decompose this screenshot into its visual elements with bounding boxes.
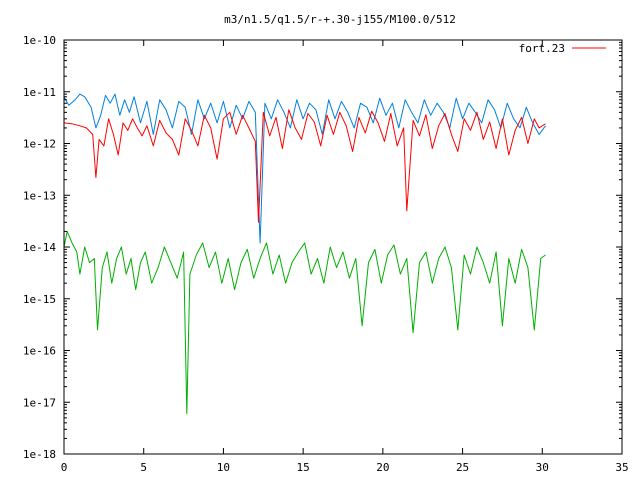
y-tick-label: 1e-17 [23, 396, 56, 409]
x-tick-label: 35 [615, 461, 628, 474]
series-layer [63, 93, 546, 415]
x-tick-label: 30 [536, 461, 549, 474]
y-tick-label: 1e-14 [23, 241, 56, 254]
legend-label: fort.23 [519, 42, 565, 55]
axes-layer: 0 5 10 15 20 25 30 35 1e-18 1e-17 1e-16 1e-15 1e-14 1… [23, 34, 629, 474]
y-tick-label: 1e-12 [23, 138, 56, 151]
series-line-1 [63, 93, 546, 244]
y-tick-label: 1e-13 [23, 189, 56, 202]
x-tick-label: 15 [297, 461, 310, 474]
x-tick-label: 20 [376, 461, 389, 474]
y-tick-label: 1e-16 [23, 345, 56, 358]
x-tick-label: 10 [217, 461, 230, 474]
y-tick-label: 1e-10 [23, 34, 56, 47]
series-line-0 [63, 109, 546, 223]
x-tick-label: 0 [61, 461, 68, 474]
series-line-2 [63, 230, 546, 415]
chart-title: m3/n1.5/q1.5/r-+.30-j155/M100.0/512 [224, 13, 456, 26]
y-tick-label: 1e-18 [23, 448, 56, 461]
x-tick-label: 5 [140, 461, 147, 474]
x-tick-label: 25 [456, 461, 469, 474]
y-tick-label: 1e-15 [23, 293, 56, 306]
y-tick-label: 1e-11 [23, 86, 56, 99]
legend: fort.23 [519, 42, 606, 55]
plot-frame [63, 39, 623, 455]
